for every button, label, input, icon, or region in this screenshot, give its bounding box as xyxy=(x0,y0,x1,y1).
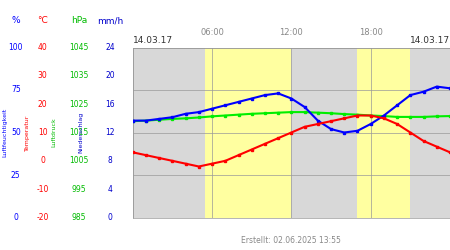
Text: 24: 24 xyxy=(105,43,115,52)
Text: 1045: 1045 xyxy=(69,43,89,52)
Text: °C: °C xyxy=(37,16,48,25)
Bar xyxy=(357,48,410,217)
Text: 1015: 1015 xyxy=(69,128,88,137)
Text: 40: 40 xyxy=(38,43,48,52)
Text: 1025: 1025 xyxy=(69,100,88,109)
Text: 100: 100 xyxy=(9,43,23,52)
Text: Luftdruck: Luftdruck xyxy=(52,118,57,147)
Text: 8: 8 xyxy=(108,156,112,165)
Text: Luftfeuchtigkeit: Luftfeuchtigkeit xyxy=(2,108,7,157)
Text: 995: 995 xyxy=(72,185,86,194)
Text: 14.03.17: 14.03.17 xyxy=(133,36,173,45)
Text: 1035: 1035 xyxy=(69,71,89,80)
Text: 30: 30 xyxy=(38,71,48,80)
Text: 12: 12 xyxy=(105,128,115,137)
Text: 20: 20 xyxy=(38,100,48,109)
Text: 20: 20 xyxy=(105,71,115,80)
Text: 1005: 1005 xyxy=(69,156,89,165)
Text: 4: 4 xyxy=(108,185,112,194)
Text: Erstellt: 02.06.2025 13:55: Erstellt: 02.06.2025 13:55 xyxy=(242,236,341,245)
Text: 0: 0 xyxy=(108,213,112,222)
Text: %: % xyxy=(11,16,20,25)
Text: -20: -20 xyxy=(36,213,49,222)
Text: 0: 0 xyxy=(40,156,45,165)
Text: -10: -10 xyxy=(36,185,49,194)
Text: 16: 16 xyxy=(105,100,115,109)
Text: 75: 75 xyxy=(11,86,21,94)
Text: 10: 10 xyxy=(38,128,48,137)
Text: Temperatur: Temperatur xyxy=(25,114,30,151)
Text: 06:00: 06:00 xyxy=(200,28,224,38)
Text: 50: 50 xyxy=(11,128,21,137)
Text: 12:00: 12:00 xyxy=(279,28,303,38)
Text: 0: 0 xyxy=(14,213,18,222)
Text: 18:00: 18:00 xyxy=(359,28,382,38)
Text: 14.03.17: 14.03.17 xyxy=(410,36,450,45)
Text: 25: 25 xyxy=(11,170,21,179)
Text: mm/h: mm/h xyxy=(97,16,123,25)
Text: hPa: hPa xyxy=(71,16,87,25)
Bar xyxy=(206,48,292,217)
Text: 985: 985 xyxy=(72,213,86,222)
Text: Niederschlag: Niederschlag xyxy=(79,112,84,153)
